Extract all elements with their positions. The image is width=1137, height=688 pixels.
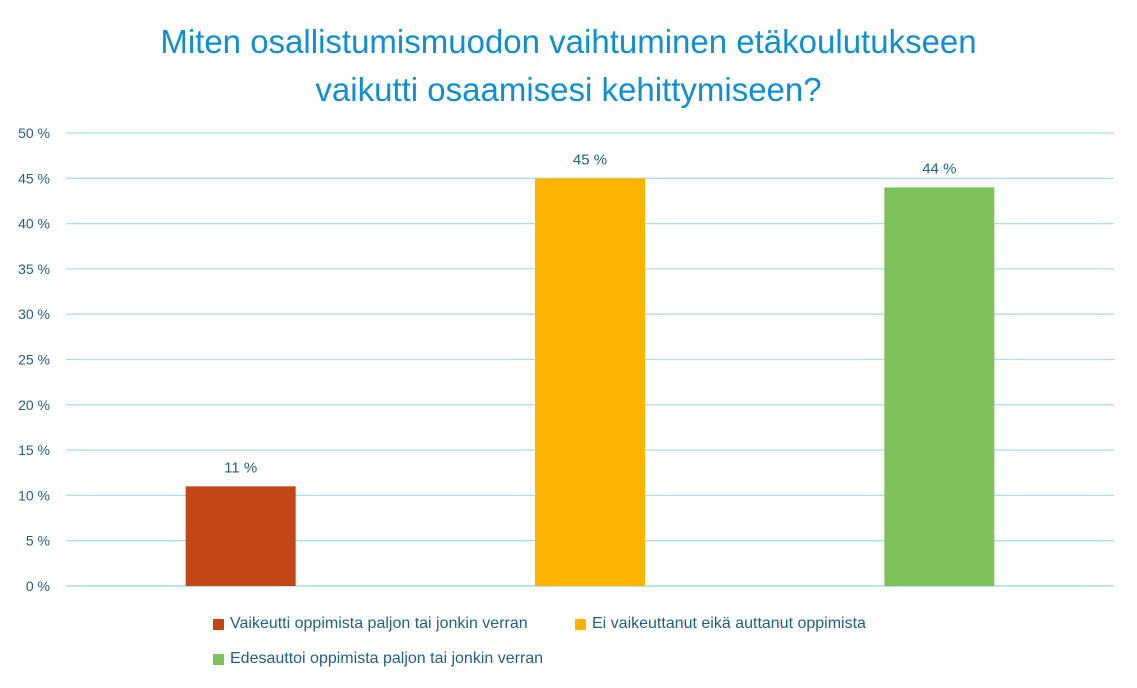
bars [185,178,995,587]
data-label: 45 % [573,151,607,168]
chart-title-line-1: Miten osallistumismuodon vaihtuminen etä… [160,23,977,60]
y-tick-label: 35 % [18,261,50,277]
y-tick-label: 30 % [18,306,50,322]
bar [884,187,995,587]
y-tick-label: 45 % [18,170,50,186]
y-tick-label: 15 % [18,442,50,458]
chart-title: Miten osallistumismuodon vaihtuminen etä… [0,18,1137,114]
bar [185,486,296,586]
y-tick-label: 0 % [26,578,50,594]
y-tick-label: 10 % [18,487,50,503]
data-label: 11 % [224,459,257,476]
data-label: 44 % [922,160,956,177]
y-tick-label: 20 % [18,397,50,413]
y-tick-label: 50 % [18,125,50,141]
chart-title-line-2: vaikutti osaamisesi kehittymiseen? [315,71,822,108]
y-tick-label: 40 % [18,216,50,232]
data-labels: 11 % 45 % 44 % [224,151,956,476]
y-tick-label: 5 % [26,533,50,549]
y-axis-tick-labels: 0 % 5 % 10 % 15 % 20 % 25 % 30 % 35 % 40 % 45 % 50… [18,125,50,594]
y-tick-label: 25 % [18,352,50,368]
bar [535,178,645,587]
